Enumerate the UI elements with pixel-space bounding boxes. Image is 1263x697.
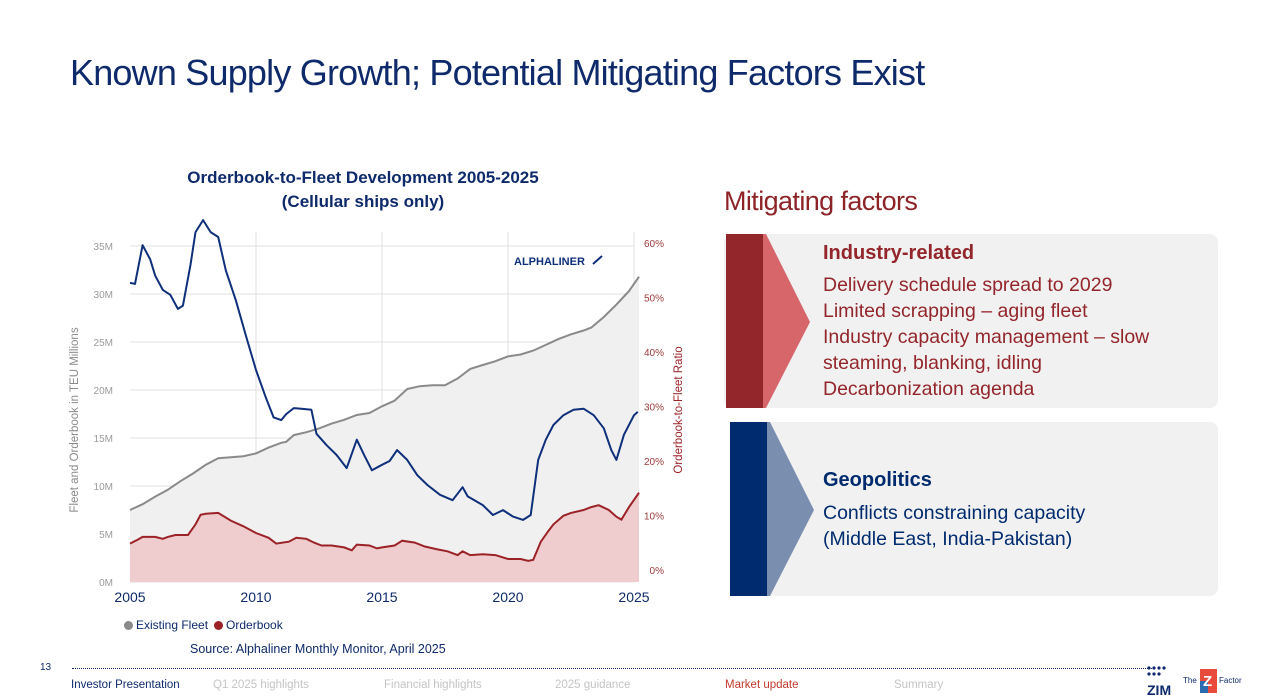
y2-tick-label: 10% [644, 512, 664, 523]
geopolitics-card: Geopolitics Conflicts constraining capac… [730, 422, 1218, 596]
industry-item: steaming, blanking, idling [823, 352, 1042, 374]
x-tick-label: 2020 [492, 589, 523, 605]
orderbook-line [129, 492, 640, 562]
geopolitics-list: Conflicts constraining capacity (Middle … [823, 500, 1085, 552]
industry-item: Delivery schedule spread to 2029 [823, 274, 1113, 296]
source-note: Source: Alphaliner Monthly Monitor, Apri… [190, 642, 446, 656]
mitigating-title: Mitigating factors [724, 186, 918, 216]
y2-tick-label: 60% [644, 239, 664, 250]
nav-investor-presentation[interactable]: Investor Presentation [71, 679, 180, 691]
y2-axis-label: Orderbook-to-Fleet Ratio [673, 346, 685, 473]
svg-text:Z: Z [1203, 673, 1212, 690]
industry-list: Delivery schedule spread to 2029 Limited… [823, 272, 1149, 402]
legend-dot-icon [214, 621, 224, 630]
x-tick-label: 2010 [240, 589, 271, 605]
y-tick-label: 35M [94, 242, 113, 253]
existing-fleet-area [130, 276, 639, 582]
industry-card: Industry-related Delivery schedule sprea… [724, 234, 1218, 408]
nav-market-update[interactable]: Market update [725, 679, 799, 691]
x-tick-label: 2005 [114, 589, 145, 605]
x-tick-label: 2025 [618, 589, 649, 605]
geopolitics-heading: Geopolitics [823, 469, 932, 491]
legend-dot-icon [124, 621, 133, 630]
geopolitics-item: Conflicts constraining capacity [823, 502, 1086, 524]
nav-q1-highlights[interactable]: Q1 2025 highlights [213, 679, 309, 691]
chart-title-main: Orderbook-to-Fleet Development 2005-2025 [187, 168, 539, 187]
y-axis-label: Fleet and Orderbook in TEU Millions [69, 327, 81, 512]
chart-legend: Existing Fleet Orderbook [124, 618, 283, 632]
y-tick-label: 25M [94, 338, 113, 349]
svg-text:The: The [1183, 676, 1197, 685]
legend-orderbook: Orderbook [214, 618, 283, 632]
nav-financial-highlights[interactable]: Financial highlights [384, 679, 482, 691]
industry-item: Industry capacity management – slow [823, 326, 1150, 348]
nav-2025-guidance[interactable]: 2025 guidance [555, 679, 631, 691]
existing-fleet-line [129, 276, 640, 511]
y2-tick-label: 50% [644, 294, 664, 305]
y2-tick-label: 20% [644, 457, 664, 468]
chart-title: Orderbook-to-Fleet Development 2005-2025… [120, 166, 606, 214]
page-number: 13 [40, 662, 52, 673]
red-arrow-icon [726, 234, 810, 408]
y2-tick-label: 0% [650, 566, 665, 577]
industry-item: Decarbonization agenda [823, 378, 1035, 400]
geopolitics-item: (Middle East, India-Pakistan) [823, 528, 1073, 550]
footer-divider [72, 668, 1152, 669]
y2-tick-label: 40% [644, 348, 664, 359]
nav-summary[interactable]: Summary [894, 679, 944, 691]
y-tick-label: 30M [94, 290, 113, 301]
alphaliner-watermark: ALPHALINER [514, 256, 585, 268]
legend-existing-fleet: Existing Fleet [124, 618, 208, 632]
x-tick-label: 2015 [366, 589, 397, 605]
industry-heading: Industry-related [823, 242, 975, 264]
y-tick-label: 20M [94, 386, 113, 397]
zim-logo: ZIM The Factor Z [1147, 666, 1242, 697]
orderbook-to-fleet-ratio-line [129, 219, 639, 521]
alphaliner-slash-icon [592, 255, 603, 265]
svg-text:ZIM: ZIM [1147, 682, 1171, 697]
y-tick-label: 10M [94, 482, 113, 493]
y2-tick-label: 30% [644, 403, 664, 414]
chart-subtitle: (Cellular ships only) [281, 192, 445, 211]
page-title: Known Supply Growth; Potential Mitigatin… [70, 52, 925, 93]
industry-item: Limited scrapping – aging fleet [823, 300, 1088, 322]
y-tick-label: 15M [94, 434, 113, 445]
svg-text:Factor: Factor [1219, 676, 1242, 685]
y-tick-label: 5M [99, 530, 113, 541]
blue-arrow-icon [730, 422, 814, 596]
y-tick-label: 0M [99, 578, 113, 589]
